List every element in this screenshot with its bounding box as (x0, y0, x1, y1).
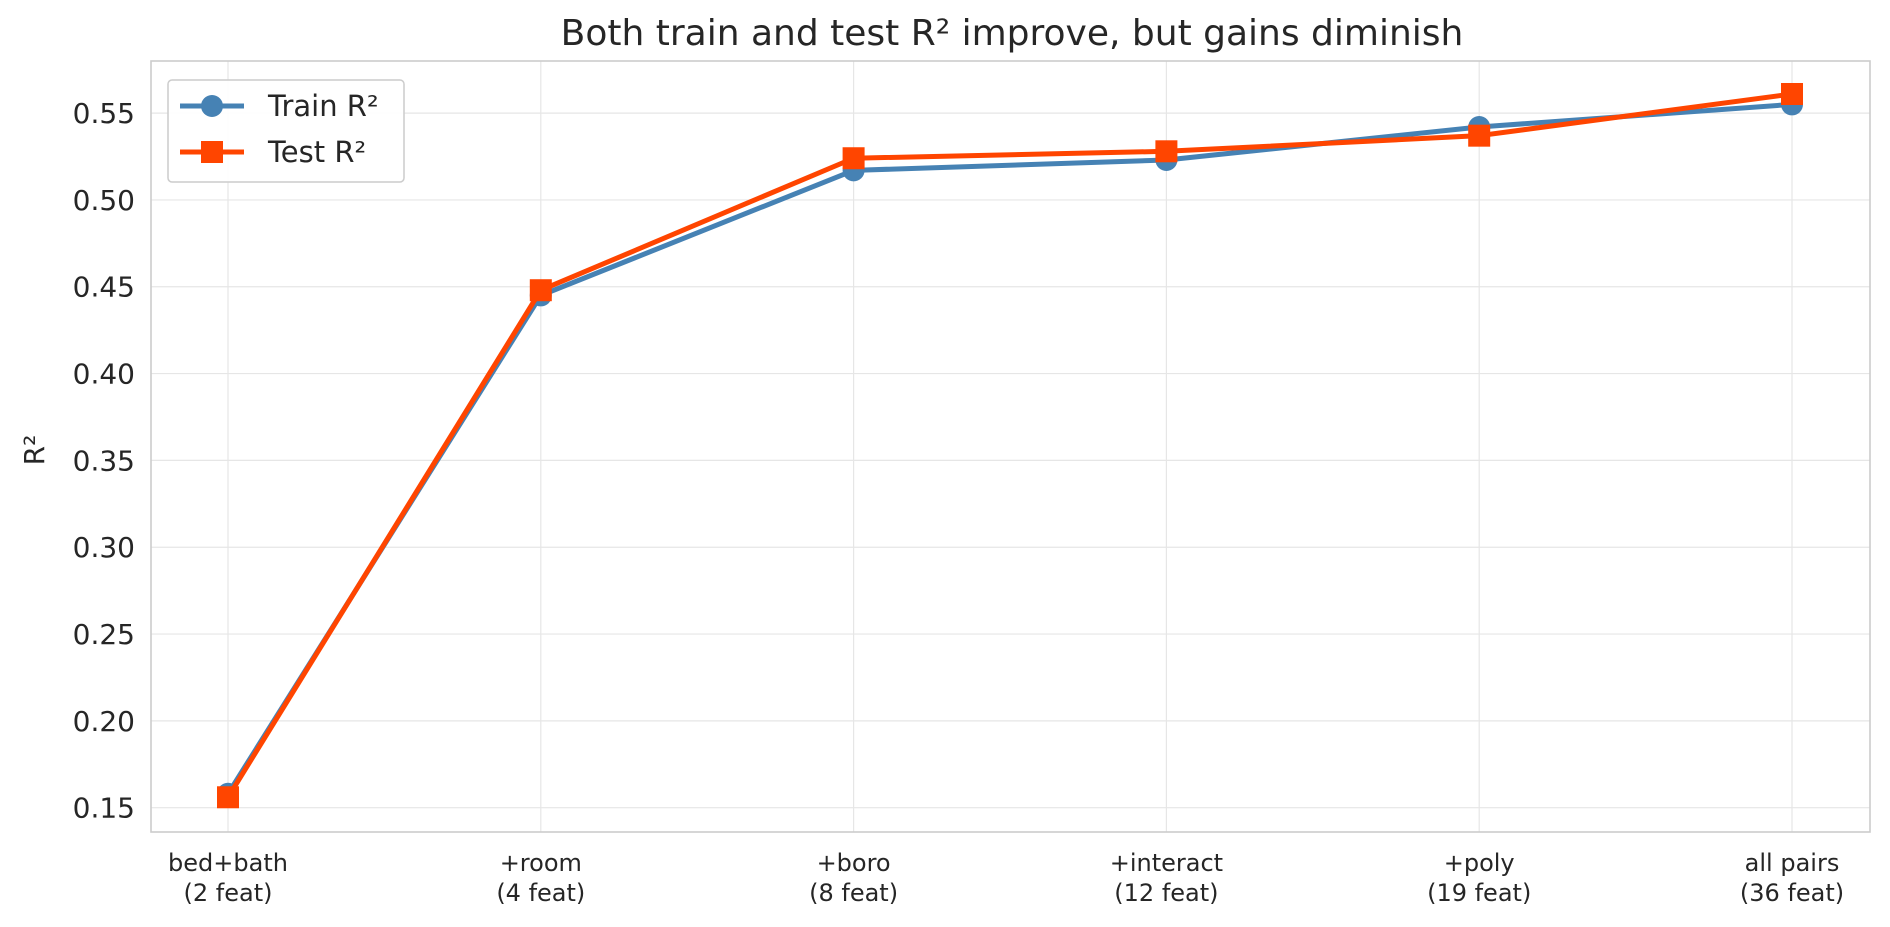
y-tick-label: 0.50 (73, 184, 135, 217)
legend-marker (201, 141, 223, 163)
grid (151, 61, 1870, 832)
x-tick-label: +boro (817, 849, 891, 877)
x-axis: bed+bath(2 feat) +room(4 feat) +boro(8 fea… (168, 849, 1844, 907)
series (217, 82, 1803, 809)
data-point (1155, 140, 1178, 163)
x-tick-label: (12 feat) (1114, 879, 1218, 907)
x-tick-label: +room (500, 849, 582, 877)
y-axis: 0.15 0.20 0.25 0.30 0.35 0.40 0.45 0.50 0.55 (73, 97, 135, 825)
x-tick-label: (36 feat) (1740, 879, 1844, 907)
y-axis-label: R² (18, 435, 51, 466)
y-tick-label: 0.20 (73, 705, 135, 738)
x-tick-label: (4 feat) (496, 879, 585, 907)
data-point (529, 279, 552, 302)
x-tick-label: +interact (1110, 849, 1223, 877)
x-tick-label: all pairs (1745, 849, 1840, 877)
chart-title: Both train and test R² improve, but gain… (561, 13, 1464, 54)
x-tick-label: (2 feat) (184, 879, 273, 907)
data-point (1468, 124, 1491, 147)
plot-area (150, 60, 1871, 833)
series-line (225, 91, 1795, 800)
y-tick-label: 0.30 (73, 531, 135, 564)
x-tick-label: +poly (1444, 849, 1515, 877)
legend: Train R² Test R² (167, 79, 405, 183)
data-point (217, 786, 239, 809)
x-tick-label: bed+bath (168, 849, 288, 877)
series-test (217, 82, 1803, 809)
legend-marker (201, 95, 223, 117)
y-tick-label: 0.15 (73, 792, 135, 825)
legend-label: Train R² (267, 89, 379, 123)
y-tick-label: 0.55 (73, 97, 135, 130)
y-tick-label: 0.35 (73, 444, 135, 477)
legend-item: Train R² (180, 89, 379, 123)
y-tick-label: 0.40 (73, 358, 135, 391)
legend-label: Test R² (267, 135, 366, 169)
legend-item: Test R² (180, 135, 366, 169)
y-tick-label: 0.45 (73, 271, 135, 304)
x-tick-label: (8 feat) (809, 879, 898, 907)
x-tick-label: (19 feat) (1427, 879, 1531, 907)
y-tick-label: 0.25 (73, 618, 135, 651)
data-point (1781, 82, 1803, 105)
data-point (842, 147, 865, 170)
